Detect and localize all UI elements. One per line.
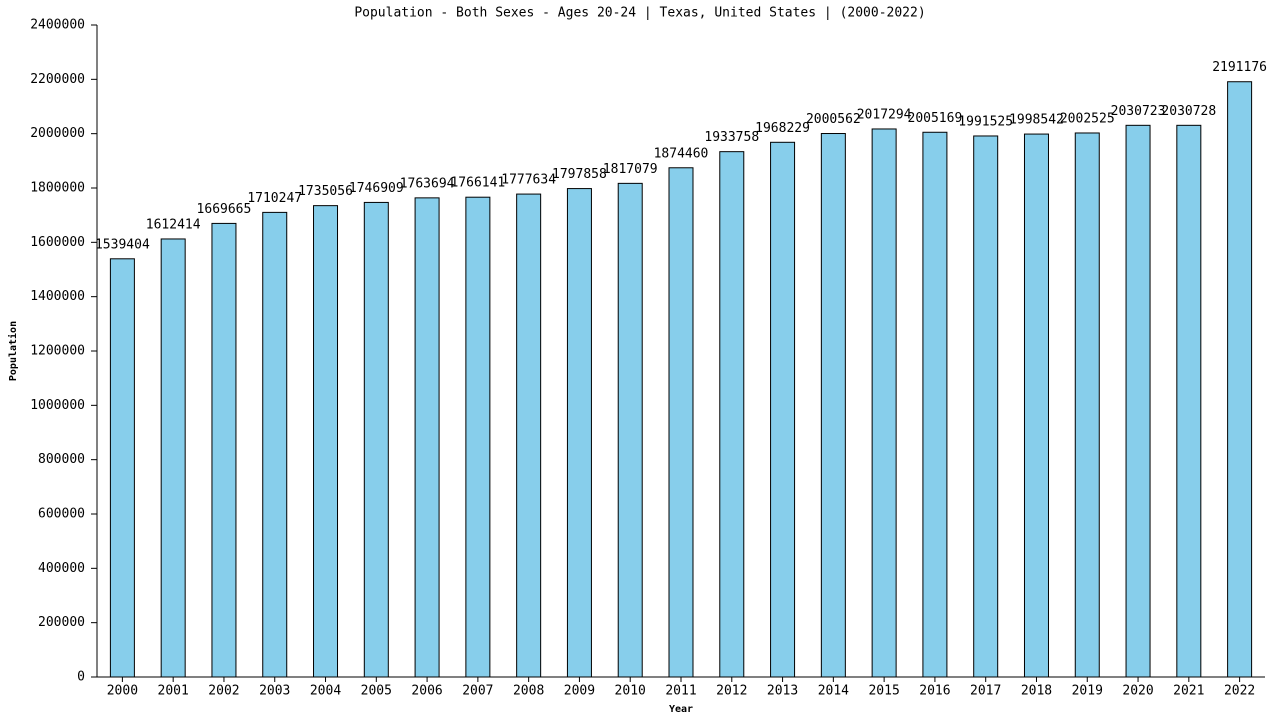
value-label: 1746909 <box>349 181 404 196</box>
y-tick-label: 2000000 <box>30 126 85 141</box>
x-tick-label: 2021 <box>1173 684 1204 699</box>
bar <box>262 211 288 678</box>
x-tick-label: 2022 <box>1224 684 1255 699</box>
y-tick-label: 2200000 <box>30 72 85 87</box>
bar <box>109 258 135 678</box>
bar <box>922 131 948 678</box>
x-tick-label: 2008 <box>513 684 544 699</box>
y-tick-label: 200000 <box>38 615 85 630</box>
value-label: 2000562 <box>806 112 861 127</box>
value-label: 1797858 <box>552 167 607 182</box>
bar <box>414 197 440 678</box>
value-label: 2017294 <box>857 107 912 122</box>
value-label: 1766141 <box>450 176 505 191</box>
bar <box>1176 124 1202 678</box>
x-tick-label: 2003 <box>259 684 290 699</box>
x-tick-label: 2000 <box>107 684 138 699</box>
bar <box>617 182 643 678</box>
x-axis-label: Year <box>669 704 693 715</box>
bar <box>973 135 999 678</box>
y-tick-label: 1200000 <box>30 344 85 359</box>
bar <box>1227 81 1253 678</box>
value-label: 1817079 <box>603 162 658 177</box>
x-tick-label: 2004 <box>310 684 341 699</box>
bar <box>770 141 796 678</box>
y-tick-label: 1800000 <box>30 181 85 196</box>
y-tick-label: 1400000 <box>30 289 85 304</box>
bar <box>668 167 694 678</box>
bar <box>465 196 491 678</box>
value-label: 2191176 <box>1212 60 1267 75</box>
x-tick-label: 2019 <box>1072 684 1103 699</box>
value-label: 1991525 <box>958 114 1013 129</box>
x-tick-label: 2012 <box>716 684 747 699</box>
value-label: 1933758 <box>704 130 759 145</box>
value-label: 1735056 <box>298 184 353 199</box>
bar <box>871 128 897 678</box>
value-label: 2030723 <box>1111 104 1166 119</box>
y-tick-label: 2400000 <box>30 18 85 33</box>
value-label: 1763694 <box>400 176 455 191</box>
value-label: 2030728 <box>1161 104 1216 119</box>
x-tick-label: 2017 <box>970 684 1001 699</box>
bar <box>516 193 542 678</box>
bar <box>820 133 846 678</box>
x-tick-label: 2001 <box>158 684 189 699</box>
bar <box>211 222 237 678</box>
bar <box>1074 132 1100 678</box>
value-label: 1777634 <box>501 173 556 188</box>
x-tick-label: 2007 <box>462 684 493 699</box>
y-tick-label: 0 <box>77 670 85 685</box>
x-tick-label: 2002 <box>208 684 239 699</box>
x-tick-label: 2005 <box>361 684 392 699</box>
y-axis-label: Population <box>7 321 19 381</box>
x-tick-label: 2020 <box>1122 684 1153 699</box>
value-label: 1539404 <box>95 237 150 252</box>
x-tick-label: 2009 <box>564 684 595 699</box>
value-label: 1998542 <box>1009 113 1064 128</box>
chart-title: Population - Both Sexes - Ages 20-24 | T… <box>354 6 925 21</box>
value-label: 1710247 <box>247 191 302 206</box>
x-tick-label: 2015 <box>868 684 899 699</box>
bar <box>1125 124 1151 678</box>
y-tick-label: 1600000 <box>30 235 85 250</box>
value-label: 1968229 <box>755 121 810 136</box>
bar <box>1023 133 1049 678</box>
bar <box>160 238 186 678</box>
bar <box>363 201 389 678</box>
y-tick-label: 800000 <box>38 452 85 467</box>
x-tick-label: 2014 <box>818 684 849 699</box>
value-label: 2005169 <box>908 111 963 126</box>
x-tick-label: 2010 <box>615 684 646 699</box>
y-tick-label: 600000 <box>38 507 85 522</box>
x-tick-label: 2018 <box>1021 684 1052 699</box>
bar <box>719 151 745 678</box>
value-label: 1669665 <box>197 202 252 217</box>
bar <box>566 188 592 678</box>
value-label: 1612414 <box>146 217 201 232</box>
value-label: 1874460 <box>654 146 709 161</box>
y-tick-label: 400000 <box>38 561 85 576</box>
x-tick-label: 2006 <box>411 684 442 699</box>
x-tick-label: 2013 <box>767 684 798 699</box>
y-tick-label: 1000000 <box>30 398 85 413</box>
bar <box>313 205 339 678</box>
value-label: 2002525 <box>1060 111 1115 126</box>
x-tick-label: 2011 <box>665 684 696 699</box>
x-tick-label: 2016 <box>919 684 950 699</box>
